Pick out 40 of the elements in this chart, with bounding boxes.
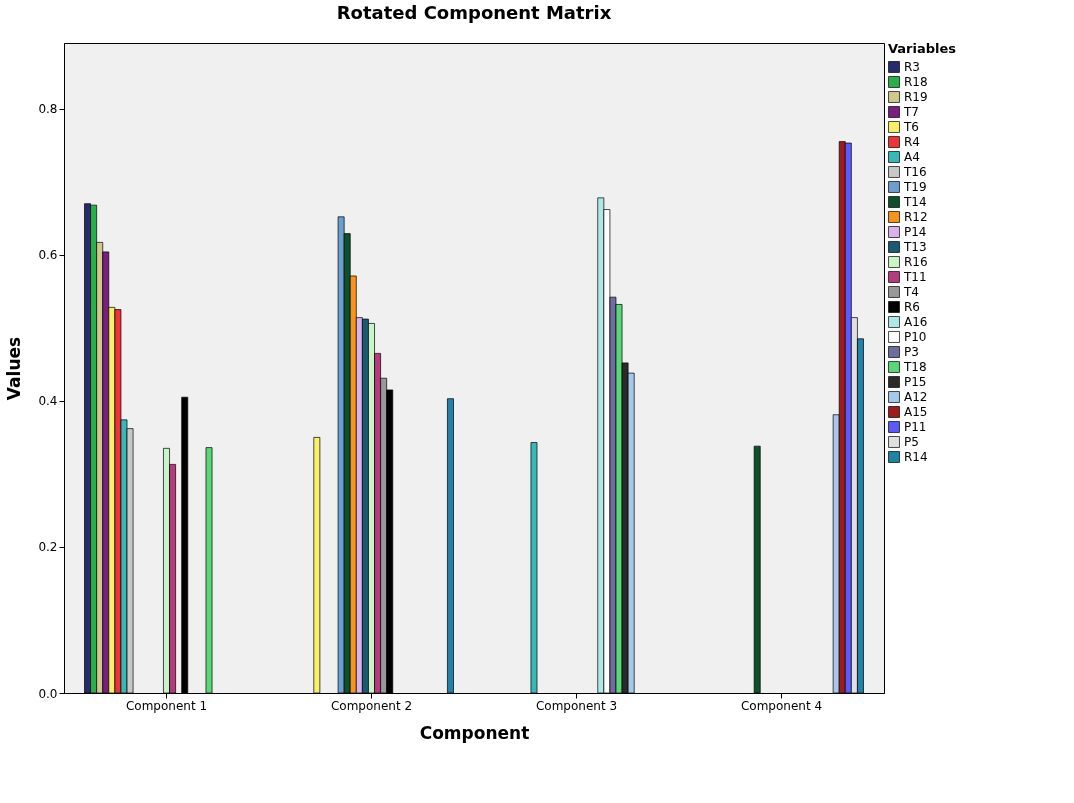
x-tick-label: Component 1 xyxy=(125,698,208,713)
y-tick-label: 0.2 xyxy=(38,540,58,555)
legend-label: R12 xyxy=(904,210,928,224)
legend-label: T6 xyxy=(903,120,919,134)
legend-label: P15 xyxy=(904,375,927,389)
legend-label: T13 xyxy=(903,240,927,254)
legend-label: T7 xyxy=(903,105,919,119)
legend-label: P14 xyxy=(904,225,927,239)
legend-label: A12 xyxy=(904,390,928,404)
x-tick-label: Component 3 xyxy=(535,698,618,713)
y-tick-label: 0.4 xyxy=(38,394,58,409)
legend-label: R4 xyxy=(904,135,920,149)
legend-label: P10 xyxy=(904,330,927,344)
chart-title: Rotated Component Matrix xyxy=(336,2,612,23)
legend-label: R16 xyxy=(904,255,928,269)
legend-label: P11 xyxy=(904,420,927,434)
legend-label: T19 xyxy=(903,180,927,194)
x-tick-label: Component 2 xyxy=(330,698,413,713)
legend-label: R19 xyxy=(904,90,928,104)
legend-label: R14 xyxy=(904,450,928,464)
legend-label: T14 xyxy=(903,195,927,209)
legend-label: P3 xyxy=(904,345,919,359)
legend-label: R6 xyxy=(904,300,920,314)
legend-label: T18 xyxy=(903,360,927,374)
legend-label: R18 xyxy=(904,75,928,89)
x-tick-label: Component 4 xyxy=(740,698,823,713)
legend-title: Variables xyxy=(888,41,957,56)
legend-label: A15 xyxy=(904,405,928,419)
y-tick-label: 0.8 xyxy=(38,102,58,117)
x-axis-title: Component xyxy=(419,722,530,743)
legend-label: T11 xyxy=(903,270,927,284)
y-tick-label: 0.0 xyxy=(38,686,58,701)
legend-label: A4 xyxy=(904,150,920,164)
legend-label: T16 xyxy=(903,165,927,179)
legend-label: T4 xyxy=(903,285,919,299)
legend-label: A16 xyxy=(904,315,928,329)
legend-label: P5 xyxy=(904,435,919,449)
legend-label: R3 xyxy=(904,60,920,74)
y-axis-title: Values xyxy=(4,336,25,401)
y-tick-label: 0.6 xyxy=(38,248,58,263)
